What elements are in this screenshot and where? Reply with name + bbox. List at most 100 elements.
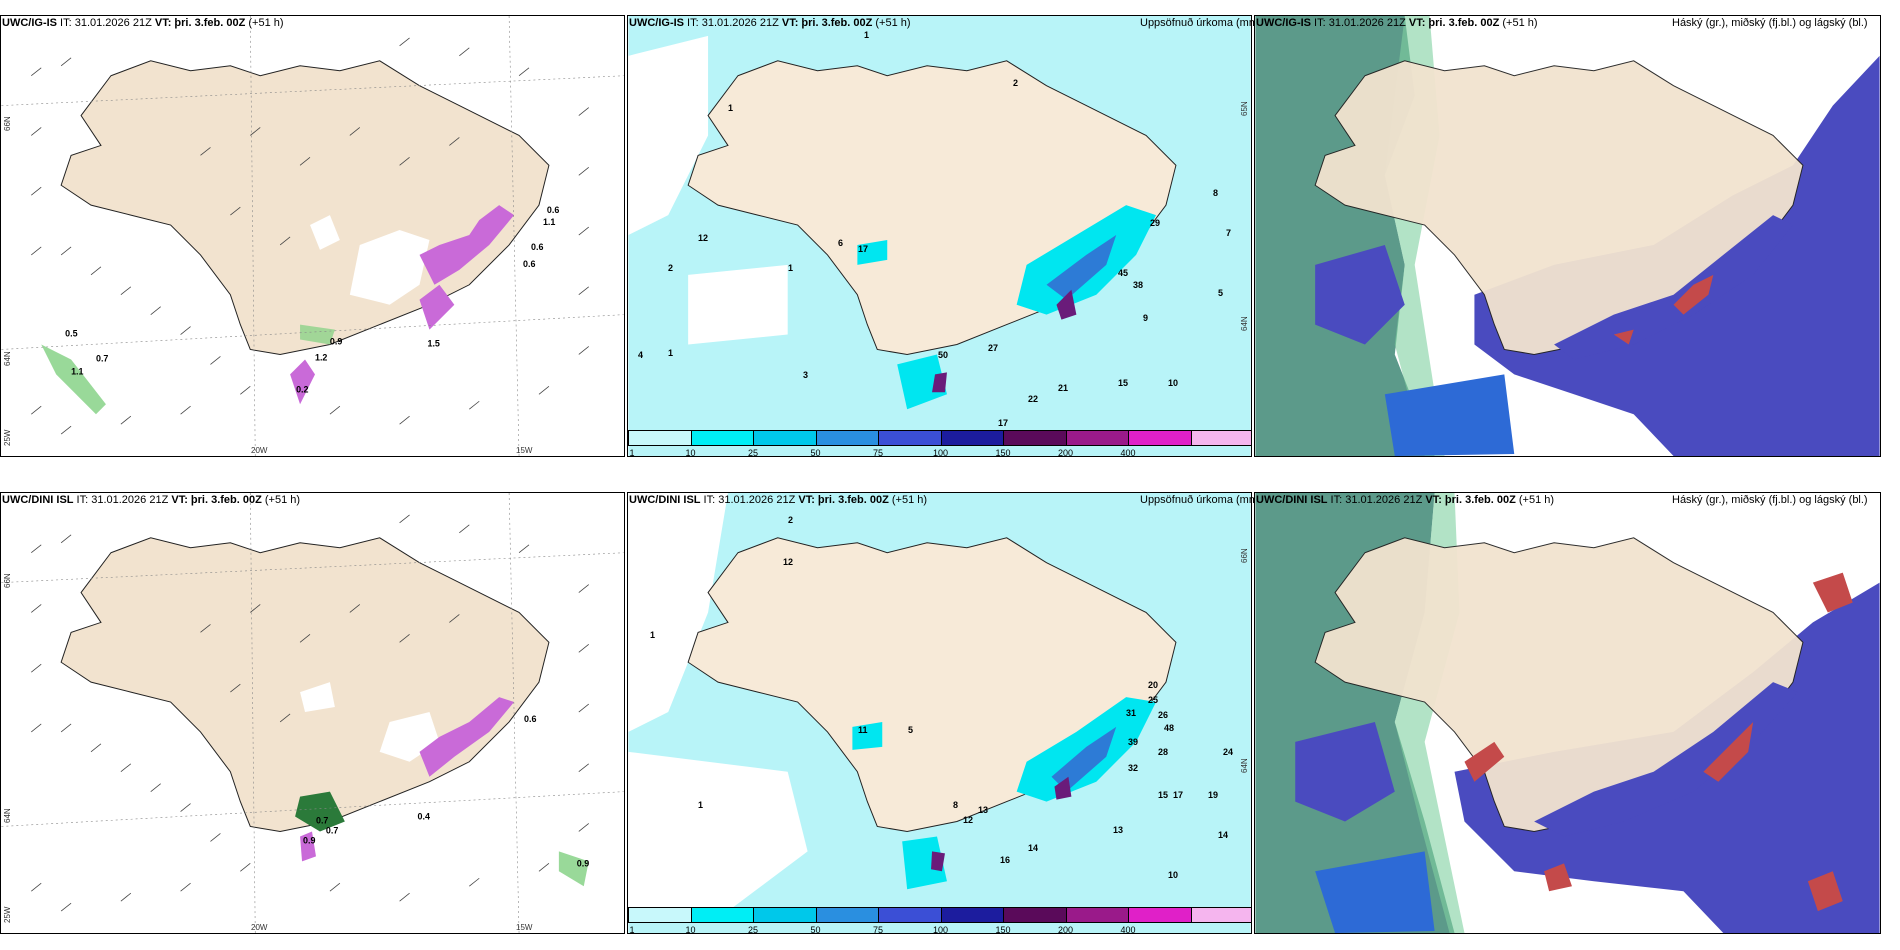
precip-values-row1: 1 1 2 1 1 6 17 12 29 27 50 45 38 22 21 1… (638, 30, 1231, 428)
svg-text:2: 2 (788, 515, 793, 525)
svg-text:17: 17 (1173, 790, 1183, 800)
svg-text:15: 15 (1118, 378, 1128, 388)
map-row1-precip (628, 16, 1251, 456)
svg-text:20: 20 (1148, 680, 1158, 690)
svg-text:0.9: 0.9 (303, 835, 315, 845)
colorbar-tick-label: 1 (629, 925, 635, 934)
svg-text:1.1: 1.1 (543, 217, 555, 227)
svg-text:26: 26 (1158, 710, 1168, 720)
svg-text:12: 12 (698, 233, 708, 243)
svg-text:11: 11 (858, 725, 868, 735)
colorbar-swatch (1190, 907, 1251, 923)
svg-text:1: 1 (650, 630, 655, 640)
map-row1-wind: 0.5 0.7 1.1 0.2 1.2 0.6 1.1 1.5 0.9 0.6 … (1, 16, 624, 456)
svg-text:1.5: 1.5 (427, 338, 439, 348)
svg-text:2: 2 (1013, 78, 1018, 88)
colorbar-tick-label: 10 (685, 925, 696, 934)
svg-text:12: 12 (783, 557, 793, 567)
svg-text:0.9: 0.9 (330, 337, 342, 347)
svg-text:29: 29 (1150, 218, 1160, 228)
panel-header-row1-wind: UWC/IG-IS IT: 31.01.2026 21Z VT: þri. 3.… (2, 17, 284, 29)
panel-row1-wind: 0.5 0.7 1.1 0.2 1.2 0.6 1.1 1.5 0.9 0.6 … (0, 15, 625, 457)
svg-text:6: 6 (838, 238, 843, 248)
svg-text:22: 22 (1028, 394, 1038, 404)
svg-text:24: 24 (1223, 747, 1233, 757)
panel-header-row2-precip: UWC/DINI ISL IT: 31.01.2026 21Z VT: þri.… (629, 494, 928, 506)
svg-text:0.2: 0.2 (296, 384, 308, 394)
svg-text:17: 17 (858, 244, 868, 254)
svg-text:16: 16 (1000, 855, 1010, 865)
axis-lat-mid: 64N (3, 351, 12, 366)
svg-text:9: 9 (1143, 313, 1148, 323)
svg-text:0.7: 0.7 (316, 815, 328, 825)
colorbar-tick-label: 200 (1057, 448, 1074, 457)
colorbar-tick-label: 75 (872, 448, 884, 457)
svg-text:1: 1 (864, 30, 869, 40)
panel-header-row1-clouds: UWC/IG-IS IT: 31.01.2026 21Z VT: þri. 3.… (1256, 17, 1538, 29)
svg-text:15: 15 (1158, 790, 1168, 800)
axis-lat-mid: 64N (1240, 758, 1249, 773)
colorbar-tick-label: 100 (932, 448, 949, 457)
svg-text:0.9: 0.9 (577, 858, 589, 868)
svg-text:27: 27 (988, 343, 998, 353)
svg-text:12: 12 (963, 815, 973, 825)
precip-values-row2: 2 1 12 11 5 1 8 13 12 20 25 31 48 39 26 … (650, 515, 1233, 880)
svg-text:1.2: 1.2 (315, 352, 327, 362)
svg-text:19: 19 (1208, 790, 1218, 800)
panel-row2-precip: 1 10 25 50 75 100 150 200 400 2 1 12 11 5 1 8 13… (627, 492, 1252, 934)
colorbar-swatch (1190, 430, 1251, 446)
panel-title-right-row1-clouds: Háský (gr.), miðský (fj.bl.) og lágský (… (1672, 17, 1868, 29)
svg-text:31: 31 (1126, 708, 1136, 718)
svg-text:5: 5 (908, 725, 913, 735)
colorbar-tick-label: 400 (1120, 448, 1136, 457)
svg-text:32: 32 (1128, 763, 1138, 773)
svg-text:13: 13 (978, 805, 988, 815)
svg-text:1.1: 1.1 (71, 366, 83, 376)
colorbar-tick-label: 25 (747, 925, 759, 934)
svg-text:25: 25 (1148, 695, 1158, 705)
svg-text:7: 7 (1226, 228, 1231, 238)
colorbar-row1: 1 10 25 50 75 100 150 200 400 (628, 428, 1251, 457)
svg-text:1: 1 (788, 263, 793, 273)
colorbar-tick-label: 1 (629, 448, 635, 457)
svg-text:0.6: 0.6 (531, 242, 543, 252)
wind-values-row1: 0.5 0.7 1.1 0.2 1.2 0.6 1.1 1.5 0.9 0.6 … (65, 205, 559, 394)
svg-text:2: 2 (668, 263, 673, 273)
svg-text:0.7: 0.7 (96, 353, 108, 363)
colorbar-tick-label: 10 (685, 448, 696, 457)
svg-text:10: 10 (1168, 870, 1178, 880)
panel-title-right-row2-precip: Uppsöfnuð úrkoma (mm) (1140, 494, 1262, 506)
colorbar-row2: 1 10 25 50 75 100 150 200 400 (628, 905, 1251, 934)
colorbar-tick-label: 400 (1120, 925, 1136, 934)
svg-text:39: 39 (1128, 737, 1138, 747)
svg-text:0.4: 0.4 (418, 812, 430, 822)
colorbar-tick-label: 75 (872, 925, 884, 934)
colorbar-tick-label: 50 (810, 925, 821, 934)
axis-lat-top: 65N (1240, 101, 1249, 116)
panel-title-right-row1-precip: Uppsöfnuð úrkoma (mm) (1140, 17, 1262, 29)
svg-text:28: 28 (1158, 747, 1168, 757)
map-row2-precip (628, 493, 1251, 933)
colorbar-tick-label: 50 (810, 448, 821, 457)
colorbar-tick-label: 200 (1057, 925, 1074, 934)
panel-row2-wind: 0.7 0.7 0.9 0.9 0.4 0.6 66N 64N 25W 20W … (0, 492, 625, 934)
colorbar-tick-label: 150 (995, 448, 1011, 457)
svg-text:8: 8 (953, 800, 958, 810)
svg-text:38: 38 (1133, 280, 1143, 290)
svg-text:0.6: 0.6 (547, 205, 559, 215)
svg-text:0.6: 0.6 (523, 259, 535, 269)
map-row1-clouds (1255, 16, 1880, 456)
svg-text:50: 50 (938, 350, 948, 360)
svg-text:1: 1 (668, 348, 673, 358)
iceland-land (60, 60, 550, 355)
svg-text:14: 14 (1218, 830, 1228, 840)
axis-lat-top: 66N (1240, 548, 1249, 563)
map-row2-clouds (1255, 493, 1880, 933)
svg-text:8: 8 (1213, 188, 1218, 198)
axis-lon-a: 25W (3, 906, 12, 923)
svg-text:14: 14 (1028, 843, 1038, 853)
svg-text:21: 21 (1058, 383, 1068, 393)
panel-row1-precip: 1 10 25 50 75 100 150 200 400 1 1 2 1 1 6 17 12 … (627, 15, 1252, 457)
svg-text:1: 1 (728, 103, 733, 113)
map-row2-wind: 0.7 0.7 0.9 0.9 0.4 0.6 (1, 493, 624, 933)
